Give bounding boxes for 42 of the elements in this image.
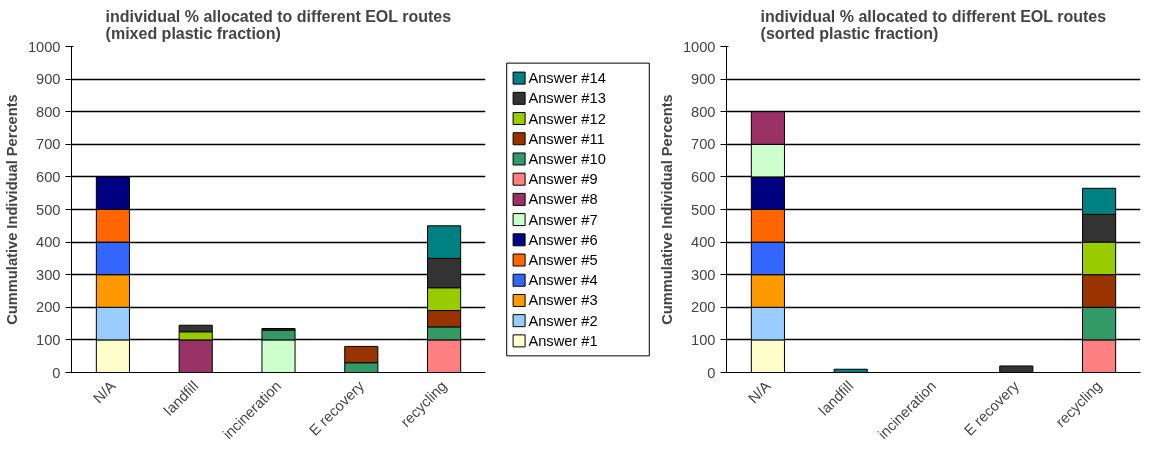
y-tick-label: 0 <box>52 364 61 381</box>
y-axis-title: Cummulative Individual Percents <box>658 94 675 325</box>
x-tick-label: N/A <box>89 377 119 407</box>
y-tick-label: 700 <box>36 136 61 153</box>
y-tick-label: 800 <box>36 103 61 120</box>
y-tick-label: 1000 <box>682 38 716 55</box>
y-tick-label: 100 <box>36 331 61 348</box>
y-tick-label: 100 <box>691 331 716 348</box>
legend-label: Answer #13 <box>528 90 606 107</box>
legend-label: Answer #8 <box>528 191 598 208</box>
x-tick-label: N/A <box>744 377 774 407</box>
y-tick-label: 700 <box>691 136 716 153</box>
y-tick-label: 600 <box>691 168 716 185</box>
legend-label: Answer #14 <box>528 70 606 87</box>
legend-label: Answer #2 <box>528 312 598 329</box>
y-tick-label: 900 <box>36 71 61 88</box>
legend-label: Answer #1 <box>528 332 598 349</box>
legend-label: Answer #11 <box>528 130 605 147</box>
y-tick-label: 500 <box>36 201 61 218</box>
y-tick-label: 600 <box>36 168 61 185</box>
chart-title: individual % allocated to different EOL routes (sorted plastic fraction) <box>760 7 1107 42</box>
y-tick-label: 800 <box>691 103 716 120</box>
y-tick-label: 300 <box>691 266 716 283</box>
legend-label: Answer #9 <box>528 171 598 188</box>
legend-label: Answer #10 <box>528 150 606 167</box>
y-axis-title: Cummulative Individual Percents <box>3 94 20 325</box>
legend-label: Answer #3 <box>528 292 598 309</box>
y-tick-label: 500 <box>691 201 716 218</box>
y-tick-label: 200 <box>691 299 716 316</box>
y-tick-label: 1000 <box>27 38 61 55</box>
legend-label: Answer #12 <box>528 110 606 127</box>
legend-label: Answer #5 <box>528 252 598 269</box>
y-tick-label: 900 <box>691 71 716 88</box>
legend-label: Answer #7 <box>528 211 598 228</box>
y-tick-label: 0 <box>707 364 716 381</box>
chart-title: individual % allocated to different EOL routes (mixed plastic fraction) <box>105 7 452 42</box>
y-tick-label: 300 <box>36 266 61 283</box>
y-tick-label: 200 <box>36 299 61 316</box>
y-tick-label: 400 <box>36 234 61 251</box>
y-tick-label: 400 <box>691 234 716 251</box>
legend-label: Answer #4 <box>528 272 598 289</box>
legend-label: Answer #6 <box>528 231 598 248</box>
